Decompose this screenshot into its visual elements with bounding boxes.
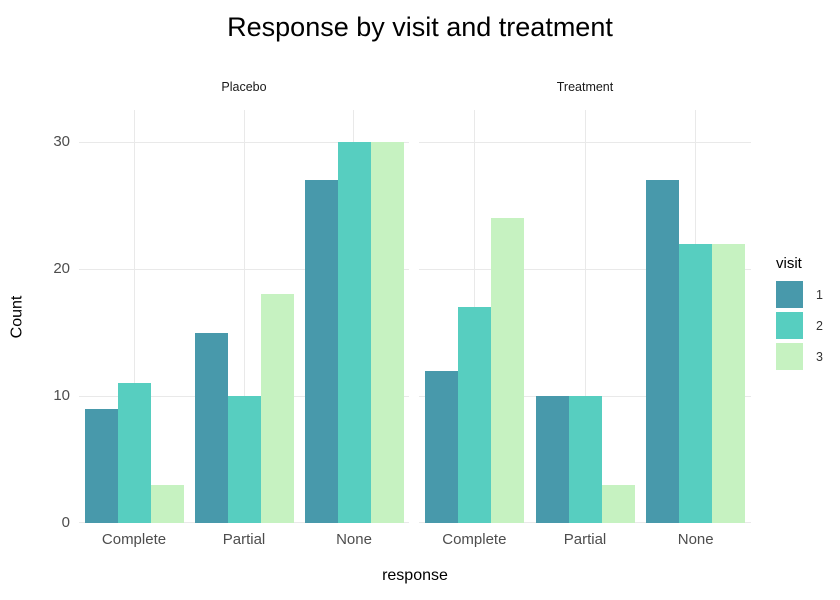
x-axis-title: response bbox=[382, 567, 448, 584]
x-tick-treatment-partial: Partial bbox=[563, 531, 607, 548]
bar-group-treatment-none bbox=[640, 110, 751, 523]
legend-item-visit2: 2 bbox=[776, 312, 823, 339]
legend-key-visit1 bbox=[776, 281, 803, 308]
x-axis-labels-placebo: Complete Partial None bbox=[79, 530, 409, 550]
x-tick-treatment-complete: Complete bbox=[442, 531, 507, 548]
bar-placebo-none-visit1 bbox=[304, 180, 338, 523]
bar-placebo-partial-visit1 bbox=[194, 332, 228, 523]
bar-group-treatment-complete bbox=[419, 110, 530, 523]
x-tick-treatment-none: None bbox=[677, 531, 714, 548]
bar-treatment-none-visit2 bbox=[679, 243, 713, 523]
bar-treatment-none-visit1 bbox=[646, 180, 680, 523]
bar-placebo-none-visit2 bbox=[337, 142, 371, 523]
bar-treatment-complete-visit3 bbox=[490, 218, 524, 523]
bar-placebo-complete-visit3 bbox=[150, 484, 184, 523]
facet-strip-treatment: Treatment bbox=[556, 80, 614, 94]
bar-placebo-complete-visit1 bbox=[84, 408, 118, 523]
bar-treatment-partial-visit2 bbox=[568, 396, 602, 523]
legend-label-visit2: 2 bbox=[816, 318, 823, 333]
bar-treatment-complete-visit1 bbox=[424, 370, 458, 523]
x-axis-labels-treatment: Complete Partial None bbox=[419, 530, 751, 550]
y-tick-0: 0 bbox=[61, 514, 70, 531]
x-tick-placebo-complete: Complete bbox=[101, 531, 167, 548]
y-axis-title: Count bbox=[8, 295, 26, 338]
legend: visit 1 2 3 bbox=[776, 255, 823, 374]
legend-label-visit3: 3 bbox=[816, 349, 823, 364]
panel-treatment bbox=[419, 110, 751, 523]
bar-treatment-complete-visit2 bbox=[457, 307, 491, 523]
bar-treatment-partial-visit3 bbox=[601, 484, 635, 523]
bar-placebo-complete-visit2 bbox=[117, 383, 151, 523]
gridline-x-partial bbox=[243, 110, 245, 523]
facet-strip-placebo: Placebo bbox=[221, 80, 267, 94]
bar-groups-placebo bbox=[79, 110, 409, 523]
legend-item-visit1: 1 bbox=[776, 281, 823, 308]
plot-title: Response by visit and treatment bbox=[227, 12, 613, 42]
bar-group-placebo-none bbox=[299, 110, 409, 523]
legend-key-visit2 bbox=[776, 312, 803, 339]
bar-group-placebo-complete bbox=[79, 110, 189, 523]
y-tick-20: 20 bbox=[53, 260, 70, 277]
gridline-x-complete bbox=[133, 110, 135, 523]
y-tick-30: 30 bbox=[53, 133, 70, 150]
bar-treatment-none-visit3 bbox=[712, 243, 746, 523]
y-tick-10: 10 bbox=[53, 387, 70, 404]
bar-group-placebo-partial bbox=[189, 110, 299, 523]
x-tick-placebo-partial: Partial bbox=[222, 531, 266, 548]
x-tick-placebo-none: None bbox=[336, 531, 372, 548]
bar-groups-treatment bbox=[419, 110, 751, 523]
legend-label-visit1: 1 bbox=[816, 287, 823, 302]
bar-placebo-partial-visit3 bbox=[260, 294, 294, 523]
bar-group-treatment-partial bbox=[530, 110, 641, 523]
legend-item-visit3: 3 bbox=[776, 343, 823, 370]
bar-treatment-partial-visit1 bbox=[535, 396, 569, 523]
panel-placebo bbox=[79, 110, 409, 523]
legend-key-visit3 bbox=[776, 343, 803, 370]
bar-placebo-partial-visit2 bbox=[227, 396, 261, 523]
gridline-x-partial bbox=[584, 110, 586, 523]
legend-title: visit bbox=[776, 255, 802, 272]
bar-placebo-none-visit3 bbox=[370, 142, 404, 523]
